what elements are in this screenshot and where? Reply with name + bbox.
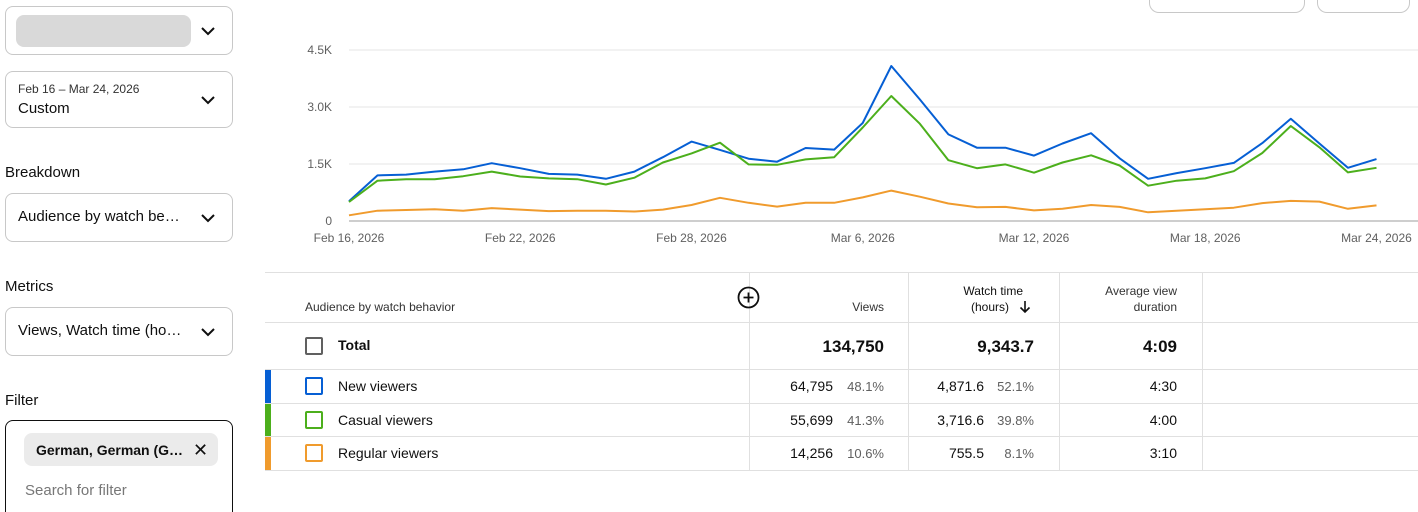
row-watch-pct: 8.1% bbox=[1004, 446, 1034, 461]
row-views: 55,699 bbox=[790, 412, 833, 428]
column-divider bbox=[908, 272, 909, 470]
checkbox-regular-viewers[interactable] bbox=[305, 444, 323, 462]
column-header-views[interactable]: Views bbox=[852, 300, 884, 314]
total-avg-view-duration: 4:09 bbox=[1142, 337, 1177, 356]
column-divider bbox=[1202, 272, 1203, 470]
close-icon[interactable]: ✕ bbox=[193, 439, 209, 460]
date-range-text: Feb 16 – Mar 24, 2026 bbox=[18, 82, 140, 96]
x-tick-label: Mar 18, 2026 bbox=[1170, 231, 1241, 245]
row-avg-view-duration: 3:10 bbox=[1149, 445, 1177, 461]
metrics-dropdown[interactable]: Views, Watch time (ho… bbox=[5, 307, 233, 356]
row-name: Casual viewers bbox=[338, 412, 433, 428]
x-tick-label: Feb 28, 2026 bbox=[656, 231, 727, 245]
column-divider bbox=[1059, 272, 1060, 470]
series-line-casual-viewers bbox=[348, 95, 1377, 203]
row-watch-time: 4,871.6 bbox=[937, 378, 984, 394]
y-tick-label: 3.0K bbox=[307, 100, 332, 114]
series-color-bar-casual-viewers bbox=[265, 404, 271, 436]
channel-name-redacted bbox=[16, 15, 191, 47]
sort-descending-icon[interactable] bbox=[1018, 299, 1032, 315]
filter-box[interactable]: German, German (G… ✕ Search for filter bbox=[5, 420, 233, 512]
total-label: Total bbox=[338, 337, 371, 353]
column-header-dimension: Audience by watch behavior bbox=[305, 300, 456, 314]
breakdown-dropdown[interactable]: Audience by watch be… bbox=[5, 193, 233, 242]
channel-selector[interactable] bbox=[5, 6, 233, 55]
row-views: 14,256 bbox=[790, 445, 833, 461]
y-tick-label: 4.5K bbox=[307, 43, 332, 57]
chevron-down-icon bbox=[200, 95, 216, 105]
row-name: New viewers bbox=[338, 378, 418, 394]
total-watch-time: 9,343.7 bbox=[977, 337, 1034, 356]
chevron-down-icon bbox=[200, 26, 216, 36]
row-views-pct: 10.6% bbox=[847, 446, 884, 461]
total-views: 134,750 bbox=[822, 337, 884, 356]
chevron-down-icon bbox=[200, 327, 216, 337]
column-divider bbox=[749, 272, 750, 470]
row-watch-time: 755.5 bbox=[948, 445, 984, 461]
line-chart: 0 1.5K 3.0K 4.5K Feb 16, 2026 Feb 22, 2026 Feb… bbox=[307, 43, 1418, 245]
table-top-divider bbox=[265, 272, 1418, 273]
row-divider bbox=[265, 403, 1418, 404]
column-header-watch-time[interactable]: Watch time (hours) bbox=[915, 283, 1037, 315]
breakdown-label: Breakdown bbox=[5, 164, 81, 181]
table-bottom-divider bbox=[265, 470, 1418, 471]
avd-header-line1: Average view bbox=[1105, 284, 1177, 298]
series-color-bar-new-viewers bbox=[265, 370, 271, 403]
x-tick-label: Mar 24, 2026 bbox=[1341, 231, 1412, 245]
filter-chip[interactable]: German, German (G… ✕ bbox=[24, 433, 219, 466]
share-button[interactable] bbox=[1317, 0, 1410, 13]
export-button[interactable] bbox=[1149, 0, 1305, 13]
breakdown-value: Audience by watch be… bbox=[18, 208, 180, 225]
x-tick-label: Feb 22, 2026 bbox=[485, 231, 556, 245]
checkbox-new-viewers[interactable] bbox=[305, 377, 323, 395]
y-tick-label: 1.5K bbox=[307, 157, 332, 171]
chevron-down-icon bbox=[200, 213, 216, 223]
date-range-dropdown[interactable]: Feb 16 – Mar 24, 2026 Custom bbox=[5, 71, 233, 128]
row-views: 64,795 bbox=[790, 378, 833, 394]
filter-label: Filter bbox=[5, 392, 39, 409]
column-header-avg-view-duration[interactable]: Average view duration bbox=[1066, 283, 1177, 315]
metrics-value: Views, Watch time (ho… bbox=[18, 322, 182, 339]
add-metric-icon[interactable] bbox=[737, 286, 760, 309]
x-tick-label: Feb 16, 2026 bbox=[314, 231, 385, 245]
y-tick-label: 0 bbox=[325, 214, 332, 228]
metrics-label: Metrics bbox=[5, 278, 54, 295]
avd-header-line2: duration bbox=[1133, 300, 1177, 314]
filter-chip-label: German, German (G… bbox=[36, 441, 184, 458]
series-line-new-viewers bbox=[348, 65, 1377, 202]
row-watch-pct: 52.1% bbox=[997, 379, 1034, 394]
row-avg-view-duration: 4:30 bbox=[1149, 378, 1177, 394]
x-tick-label: Mar 6, 2026 bbox=[831, 231, 895, 245]
x-tick-label: Mar 12, 2026 bbox=[999, 231, 1070, 245]
filter-search-input[interactable]: Search for filter bbox=[25, 482, 127, 499]
row-divider bbox=[265, 436, 1418, 437]
date-preset-text: Custom bbox=[18, 100, 70, 117]
watch-time-header-line1: Watch time bbox=[963, 284, 1023, 298]
table-total-divider bbox=[265, 369, 1418, 370]
row-views-pct: 48.1% bbox=[847, 379, 884, 394]
row-name: Regular viewers bbox=[338, 445, 439, 461]
watch-time-header-line2: (hours) bbox=[970, 300, 1009, 314]
row-views-pct: 41.3% bbox=[847, 413, 884, 428]
series-color-bar-regular-viewers bbox=[265, 437, 271, 470]
table-header-divider bbox=[265, 322, 1418, 323]
row-watch-pct: 39.8% bbox=[997, 413, 1034, 428]
row-watch-time: 3,716.6 bbox=[937, 412, 984, 428]
checkbox-casual-viewers[interactable] bbox=[305, 411, 323, 429]
row-avg-view-duration: 4:00 bbox=[1149, 412, 1177, 428]
series-line-regular-viewers bbox=[348, 189, 1377, 217]
total-checkbox[interactable] bbox=[305, 337, 323, 355]
